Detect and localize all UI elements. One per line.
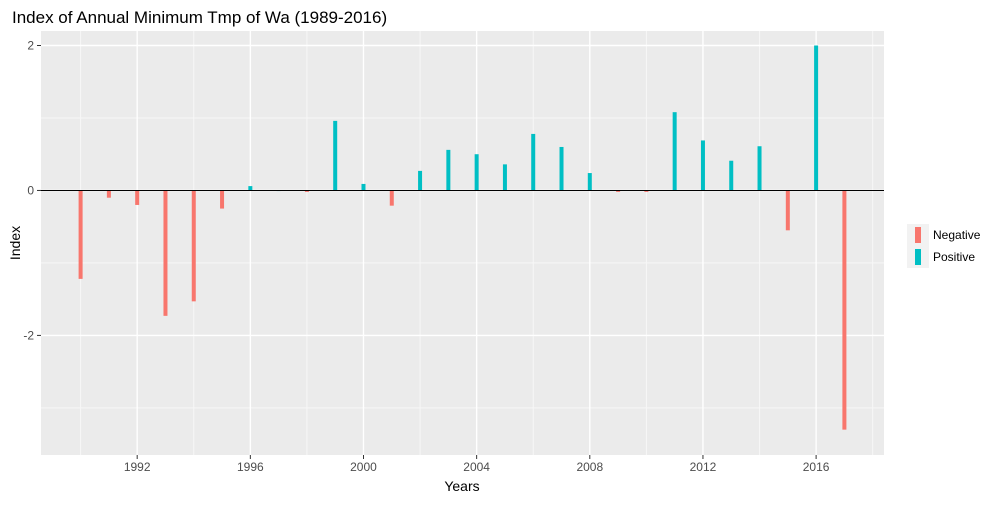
bar-1991 xyxy=(106,190,111,198)
legend-label-negative: Negative xyxy=(933,228,981,242)
bar-2009 xyxy=(616,190,621,192)
bar-2007 xyxy=(559,146,564,191)
y-axis: -2 0 2 xyxy=(23,38,41,342)
bar-2001 xyxy=(389,190,394,206)
x-tick-label: 2004 xyxy=(463,460,490,474)
bar-1996 xyxy=(248,186,253,191)
bar-2012 xyxy=(700,140,705,191)
y-axis-title: Index xyxy=(7,226,23,260)
bar-1995 xyxy=(220,190,225,209)
legend-swatch-negative xyxy=(915,227,921,243)
bars xyxy=(78,45,847,430)
y-tick-label: 0 xyxy=(27,183,34,197)
x-tick-label: 2008 xyxy=(576,460,603,474)
bar-1992 xyxy=(135,190,140,205)
x-axis: 1992 1996 2000 2004 2008 2012 2016 xyxy=(124,455,830,474)
bar-2017 xyxy=(842,190,847,430)
x-tick-label: 2016 xyxy=(803,460,830,474)
bar-2008 xyxy=(587,173,592,191)
bar-2004 xyxy=(474,154,479,191)
legend-label-positive: Positive xyxy=(933,250,975,264)
bar-2011 xyxy=(672,112,677,191)
bar-2002 xyxy=(418,170,423,191)
y-tick-label: 2 xyxy=(27,38,34,52)
x-axis-title: Years xyxy=(444,478,479,494)
minor-gridlines xyxy=(41,31,884,455)
bar-2000 xyxy=(361,183,366,191)
x-tick-label: 1992 xyxy=(124,460,151,474)
bar-1990 xyxy=(78,190,83,279)
legend-swatch-positive xyxy=(915,249,921,265)
bar-2014 xyxy=(757,146,762,191)
bar-1998 xyxy=(304,190,309,192)
chart-title: Index of Annual Minimum Tmp of Wa (1989-… xyxy=(12,8,387,27)
bar-1999 xyxy=(333,120,338,191)
bar-2006 xyxy=(531,133,536,191)
bar-1993 xyxy=(163,190,168,316)
bar-2015 xyxy=(785,190,790,231)
x-tick-label: 2000 xyxy=(350,460,377,474)
bar-2010 xyxy=(644,190,649,192)
y-tick-label: -2 xyxy=(23,328,34,342)
bar-2003 xyxy=(446,149,451,191)
x-tick-label: 1996 xyxy=(237,460,264,474)
bar-2005 xyxy=(502,164,507,191)
bar-2013 xyxy=(729,160,734,191)
legend: Negative Positive xyxy=(907,224,981,268)
bar-1994 xyxy=(191,190,196,302)
x-tick-label: 2012 xyxy=(690,460,717,474)
plot-panel xyxy=(41,31,884,455)
bar-2016 xyxy=(814,45,819,191)
